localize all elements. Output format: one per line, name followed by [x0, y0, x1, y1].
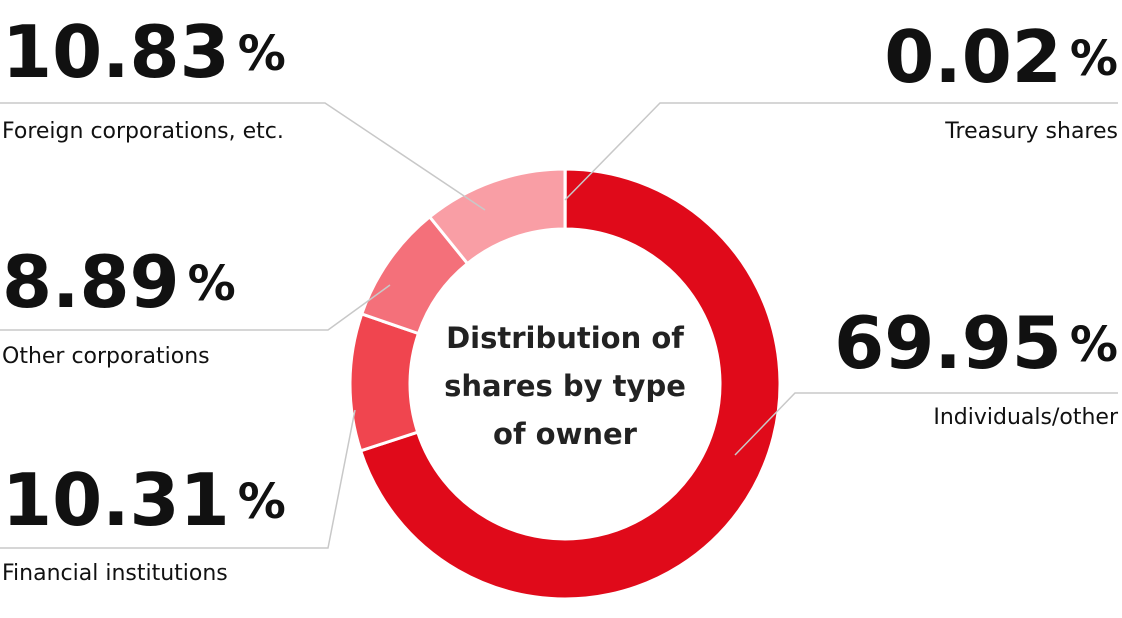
category-label: Other corporations	[2, 344, 210, 369]
value-unit: %	[1070, 31, 1118, 87]
leader-line	[564, 102, 1118, 201]
leader-line	[0, 284, 391, 331]
leader-line	[0, 409, 356, 549]
value-label: 8.89%	[2, 240, 236, 324]
value-number: 10.83	[2, 10, 230, 94]
value-label: 10.31%	[2, 458, 286, 542]
chart-title: Distribution of shares by type of owner	[444, 321, 686, 451]
category-label: Individuals/other	[933, 405, 1119, 430]
category-label: Financial institutions	[2, 561, 228, 586]
leader-line	[734, 392, 1118, 456]
category-label: Foreign corporations, etc.	[2, 119, 284, 144]
value-unit: %	[188, 256, 236, 312]
value-label: 69.95%	[834, 301, 1118, 385]
donut-segment	[348, 312, 421, 453]
value-label: 10.83%	[2, 10, 286, 94]
value-label: 0.02%	[884, 15, 1118, 99]
value-number: 0.02	[884, 15, 1062, 99]
value-number: 8.89	[2, 240, 180, 324]
category-label: Treasury shares	[944, 119, 1118, 144]
value-number: 10.31	[2, 458, 230, 542]
leader-line	[0, 102, 486, 211]
value-number: 69.95	[834, 301, 1062, 385]
value-unit: %	[1070, 317, 1118, 373]
donut-segment	[358, 167, 782, 601]
value-unit: %	[238, 474, 286, 530]
value-unit: %	[238, 26, 286, 82]
